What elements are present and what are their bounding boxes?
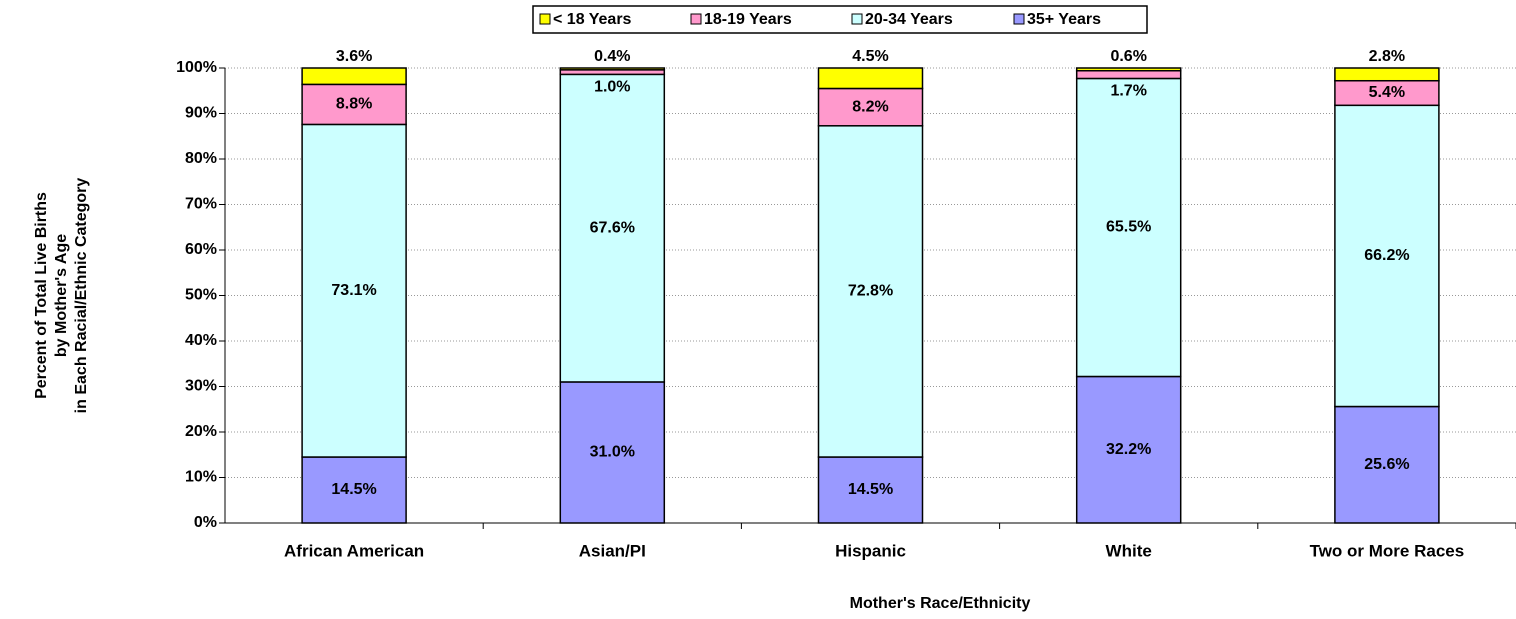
value-label: 65.5% (1106, 219, 1151, 236)
bar-segment (817, 125, 924, 458)
value-label: 67.6% (590, 219, 635, 236)
legend-swatch (1013, 13, 1025, 25)
x-tick-label: Two or More Races (1310, 541, 1465, 560)
x-axis-title: Mother's Race/Ethnicity (850, 595, 1031, 612)
x-tick-label: Hispanic (835, 541, 906, 560)
value-label: 8.2% (852, 98, 888, 115)
legend-swatch (851, 13, 863, 25)
bar-segment (559, 73, 666, 383)
value-label: 32.2% (1106, 441, 1151, 458)
y-axis-title-line: in Each Racial/Ethnic Category (73, 178, 90, 414)
bar-segment (1075, 69, 1182, 80)
legend-label: 20-34 Years (865, 11, 953, 28)
y-axis-title-line: Percent of Total Live Births (33, 192, 50, 399)
bar-segment (301, 123, 407, 458)
x-tick-label: African American (284, 541, 424, 560)
legend-swatch (690, 13, 702, 25)
value-label: 66.2% (1364, 247, 1409, 264)
value-label: 8.8% (336, 96, 372, 113)
x-tick-label: White (1106, 541, 1152, 560)
value-label: 5.4% (1369, 84, 1405, 101)
bar-segment (1334, 405, 1440, 524)
y-axis-title: Percent of Total Live Births by Mother's … (33, 178, 90, 414)
value-label: 31.0% (590, 444, 635, 461)
bar-segment (1075, 67, 1182, 72)
value-label: 14.5% (848, 481, 893, 498)
y-tick-label: 50% (185, 287, 217, 304)
value-label: 1.7% (1110, 83, 1146, 100)
bar-segment (1334, 104, 1440, 408)
y-tick-label: 90% (185, 105, 217, 122)
bar-segment (817, 67, 924, 90)
value-label: 0.4% (594, 48, 630, 65)
y-tick-label: 10% (185, 469, 217, 486)
legend-box (532, 5, 1148, 34)
value-label: 2.8% (1369, 48, 1405, 65)
bar-segment (1334, 67, 1440, 82)
y-tick-label: 80% (185, 150, 217, 167)
bar-segment (1075, 77, 1182, 378)
y-axis-title-line: by Mother's Age (53, 234, 70, 357)
value-label: 0.6% (1110, 48, 1146, 65)
x-tick-label: Asian/PI (579, 541, 646, 560)
legend-label: 35+ Years (1027, 11, 1101, 28)
value-label: 25.6% (1364, 456, 1409, 473)
value-label: 14.5% (331, 481, 376, 498)
legend-swatch (539, 13, 551, 25)
bar-segment (1334, 79, 1440, 107)
value-label: 72.8% (848, 283, 893, 300)
y-tick-label: 70% (185, 196, 217, 213)
bar-segment (1075, 375, 1182, 524)
value-label: 73.1% (331, 282, 376, 299)
bar-segment (559, 381, 666, 524)
y-tick-label: 40% (185, 332, 217, 349)
y-tick-label: 20% (185, 423, 217, 440)
value-label: 1.0% (594, 79, 630, 96)
legend-label: 18-19 Years (704, 11, 792, 28)
y-tick-label: 30% (185, 378, 217, 395)
value-label: 3.6% (336, 48, 372, 65)
value-label: 4.5% (852, 48, 888, 65)
bar-segment (559, 67, 666, 71)
y-tick-label: 0% (194, 514, 217, 531)
bar-segment (817, 87, 924, 127)
bar-segment (301, 67, 407, 86)
legend-label: < 18 Years (553, 11, 632, 28)
y-tick-label: 60% (185, 241, 217, 258)
y-tick-label: 100% (176, 59, 217, 76)
